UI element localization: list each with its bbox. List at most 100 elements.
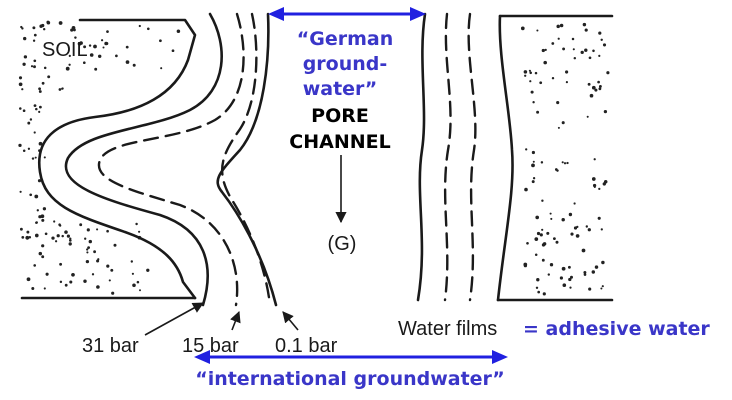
- soil-grain-dot: [93, 250, 97, 254]
- soil-grain-dot: [100, 39, 104, 42]
- film-01-bar-line: [216, 12, 278, 307]
- right-film-mid-line: [443, 12, 452, 302]
- soil-grain-dot: [536, 278, 540, 282]
- soil-grain-dot: [43, 66, 47, 70]
- soil-grain-dot: [51, 236, 55, 240]
- soil-grain-dot: [568, 277, 572, 282]
- soil-grain-dot: [549, 212, 552, 215]
- soil-grain-dot: [43, 156, 46, 159]
- soil-grain-dot: [85, 259, 90, 264]
- soil-grain-dot: [21, 236, 25, 239]
- soil-grain-dot: [26, 230, 30, 234]
- soil-grain-dot: [537, 290, 541, 294]
- soil-grain-dot: [542, 242, 547, 246]
- soil-grain-dot: [569, 286, 572, 289]
- soil-grain-dot: [524, 187, 528, 192]
- soil-grain-dot: [38, 215, 42, 219]
- soil-grain-dot: [603, 109, 608, 114]
- soil-grain-dot: [32, 39, 36, 42]
- soil-grain-dot: [136, 280, 140, 284]
- pointer-15-bar: [230, 310, 241, 331]
- soil-grain-dot: [102, 46, 105, 49]
- soil-grain-dot: [33, 264, 37, 267]
- soil-grain-dot: [132, 63, 136, 67]
- soil-grain-dot: [562, 47, 566, 51]
- soil-grain-dot: [110, 268, 114, 272]
- soil-grain-dot: [58, 21, 63, 25]
- soil-grain-dot: [561, 217, 565, 222]
- soil-grain-dot: [59, 280, 63, 284]
- soil-grain-dot: [536, 231, 541, 236]
- soil-grain-dot: [96, 228, 99, 231]
- soil-grain-dot: [89, 53, 94, 57]
- soil-grain-dot: [108, 279, 111, 282]
- soil-grain-dot: [585, 225, 588, 228]
- pressure-15-bar-label: 15 bar: [182, 335, 239, 357]
- soil-grain-dot: [33, 59, 37, 63]
- soil-grain-dot: [64, 283, 68, 287]
- soil-grain-dot: [534, 253, 538, 256]
- soil-grain-dot: [570, 232, 574, 236]
- soil-grain-dot: [31, 287, 35, 290]
- soil-grain-dot: [573, 202, 576, 205]
- soil-grain-dot: [540, 161, 544, 164]
- soil-grain-dot: [584, 48, 588, 52]
- soil-grain-dot: [561, 266, 566, 271]
- soil-grain-dot: [27, 121, 31, 125]
- soil-grain-dot: [22, 149, 26, 153]
- soil-grain-dot: [529, 71, 532, 75]
- soil-grain-dot: [559, 23, 564, 28]
- soil-grain-dot: [529, 80, 532, 83]
- soil-grain-dot: [588, 287, 592, 291]
- soil-grain-dot: [106, 30, 109, 33]
- soil-grain-dot: [528, 69, 531, 72]
- soil-grain-dot: [19, 190, 22, 193]
- soil-grain-dot: [176, 29, 181, 33]
- film-31-bar-line: [64, 12, 223, 307]
- soil-grain-dot: [34, 194, 39, 199]
- soil-grain-dot: [523, 70, 528, 74]
- soil-grain-dot: [83, 279, 87, 283]
- soil-grain-dot: [557, 126, 560, 129]
- soil-grain-dot: [532, 177, 536, 180]
- german-groundwater-label-line3: water”: [303, 78, 378, 100]
- soil-grain-dot: [38, 251, 43, 256]
- soil-grain-dot: [542, 292, 546, 296]
- soil-grain-dot: [94, 67, 98, 71]
- soil-grain-dot: [22, 62, 26, 66]
- soil-grain-dot: [44, 232, 48, 236]
- soil-grain-dot: [97, 54, 102, 59]
- soil-grain-dot: [598, 54, 601, 58]
- soil-grain-dot: [83, 45, 87, 49]
- soil-grain-dot: [597, 80, 600, 84]
- german-groundwater-arrow: [268, 7, 426, 21]
- soil-grain-dot: [559, 276, 563, 280]
- soil-grain-dot: [139, 289, 141, 292]
- soil-grain-dot: [33, 65, 36, 69]
- soil-grain-dot: [570, 275, 573, 279]
- soil-grain-dot: [33, 131, 36, 134]
- german-groundwater-label-line2: ground-: [303, 53, 388, 75]
- soil-grain-dot: [61, 87, 64, 90]
- soil-grain-dot: [541, 199, 544, 202]
- soil-grain-dot: [567, 265, 571, 269]
- soil-grain-dot: [554, 168, 558, 171]
- water-films-label: Water films: [398, 318, 497, 340]
- soil-grain-dot: [21, 27, 24, 30]
- soil-grain-dot: [132, 283, 136, 288]
- soil-grain-dot: [543, 60, 547, 65]
- soil-grain-dot: [575, 234, 580, 238]
- soil-grain-dot: [582, 22, 587, 27]
- soil-grain-dot: [38, 141, 43, 146]
- soil-grain-dot: [26, 277, 31, 282]
- soil-grain-dot: [40, 214, 45, 219]
- soil-grain-dot: [84, 237, 87, 240]
- soil-grain-dot: [600, 287, 603, 290]
- soil-grain-dot: [33, 33, 37, 37]
- soil-grain-dot: [523, 262, 528, 267]
- soil-grain-dot: [125, 60, 130, 64]
- soil-grain-dot: [18, 76, 23, 80]
- pressure-01-bar-label: 0.1 bar: [275, 335, 338, 357]
- soil-grain-dot: [541, 48, 545, 53]
